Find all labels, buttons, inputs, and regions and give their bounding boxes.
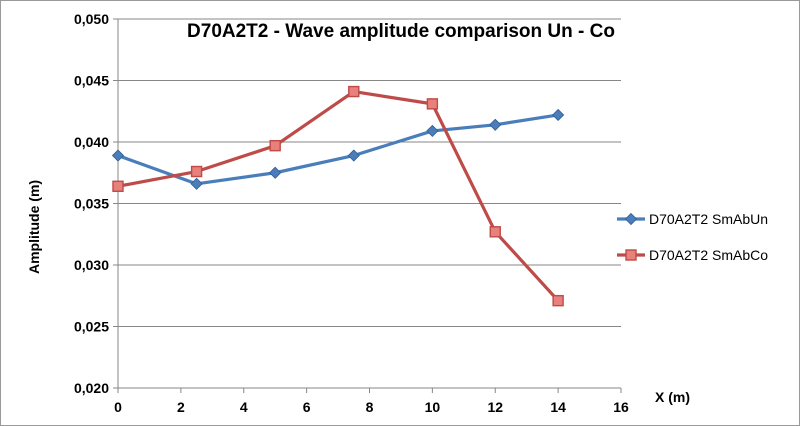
data-point	[489, 226, 501, 238]
x-tick-label: 12	[487, 399, 503, 415]
data-point	[190, 177, 203, 190]
y-tick-label: 0,050	[74, 11, 109, 27]
y-tick-label: 0,035	[74, 196, 109, 212]
x-tick-label: 6	[303, 399, 311, 415]
x-tick-label: 14	[550, 399, 566, 415]
x-tick-label: 16	[613, 399, 629, 415]
data-point	[489, 118, 502, 131]
x-tick-label: 4	[240, 399, 248, 415]
y-tick-label: 0,040	[74, 134, 109, 150]
legend-label: D70A2T2 SmAbCo	[649, 247, 768, 263]
y-tick-label: 0,025	[74, 319, 109, 335]
series-group	[111, 85, 565, 307]
y-tick-label: 0,020	[74, 380, 109, 396]
legend-marker	[625, 249, 637, 261]
chart-title: D70A2T2 - Wave amplitude comparison Un -…	[187, 21, 615, 42]
data-point	[426, 124, 439, 137]
y-tick-label: 0,045	[74, 73, 109, 89]
axes	[117, 19, 622, 393]
legend-entry: D70A2T2 SmAbCo	[617, 247, 768, 263]
legend-entry: D70A2T2 SmAbUn	[617, 211, 768, 227]
y-axis-label: Amplitude (m)	[26, 180, 42, 274]
series-1	[111, 108, 565, 190]
y-tick-labels: 0,020 0,025 0,030 0,035 0,040 0,045 0,050	[74, 11, 109, 396]
legend-marker	[624, 212, 638, 226]
x-tick-label: 10	[425, 399, 441, 415]
data-point	[190, 165, 203, 178]
x-tick-labels: 0 2 4 6 8 10 12 14 16	[114, 399, 629, 415]
x-axis-label: X (m)	[655, 389, 690, 405]
legend: D70A2T2 SmAbUn D70A2T2 SmAbCo	[617, 211, 768, 263]
data-point	[269, 139, 281, 152]
data-point	[552, 294, 564, 307]
x-tick-label: 0	[114, 399, 122, 415]
series-2	[112, 85, 564, 307]
y-tick-label: 0,030	[74, 257, 109, 273]
data-point	[552, 108, 565, 122]
data-point	[426, 98, 439, 110]
data-point	[112, 180, 124, 192]
data-point	[347, 149, 360, 162]
data-point	[111, 149, 125, 162]
gridlines	[113, 18, 621, 389]
legend-label: D70A2T2 SmAbUn	[649, 211, 768, 227]
data-point	[269, 166, 282, 179]
x-tick-label: 8	[366, 399, 374, 415]
x-tick-label: 2	[177, 399, 185, 415]
data-point	[348, 85, 360, 98]
